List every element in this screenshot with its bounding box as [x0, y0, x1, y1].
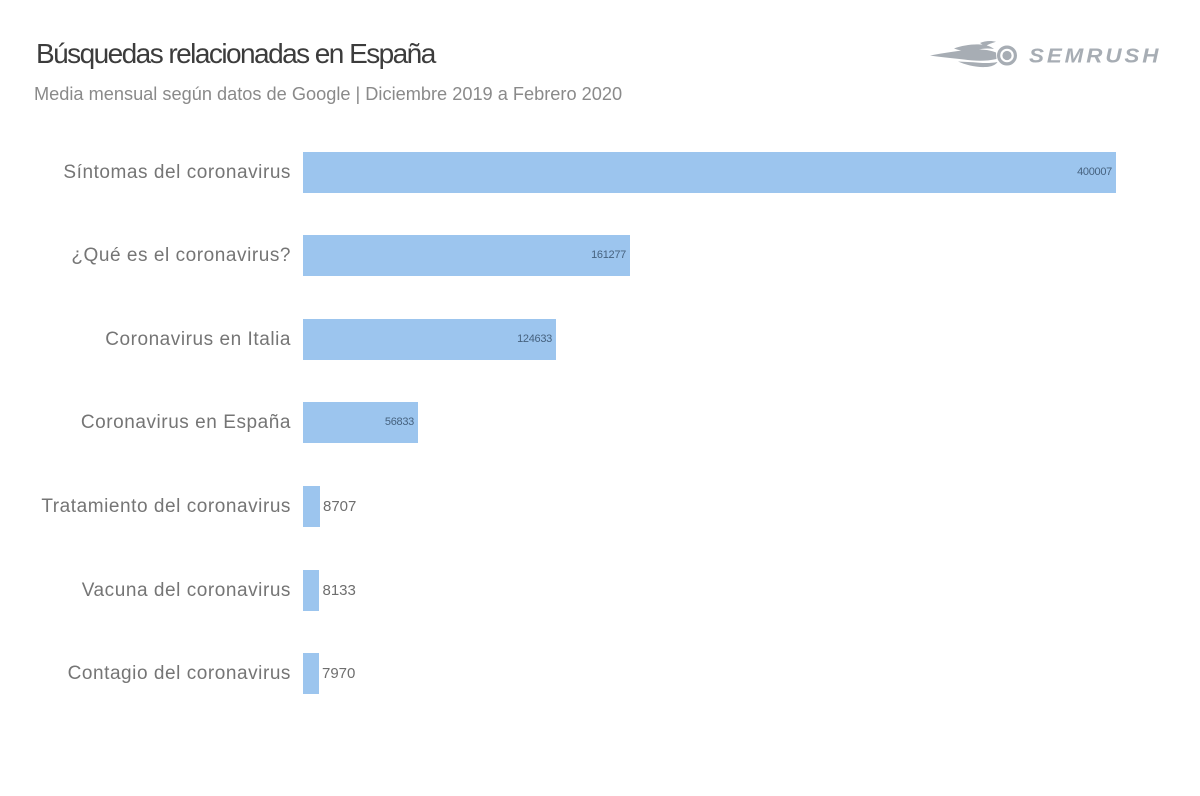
svg-text:SEMRUSH: SEMRUSH [1029, 46, 1161, 68]
